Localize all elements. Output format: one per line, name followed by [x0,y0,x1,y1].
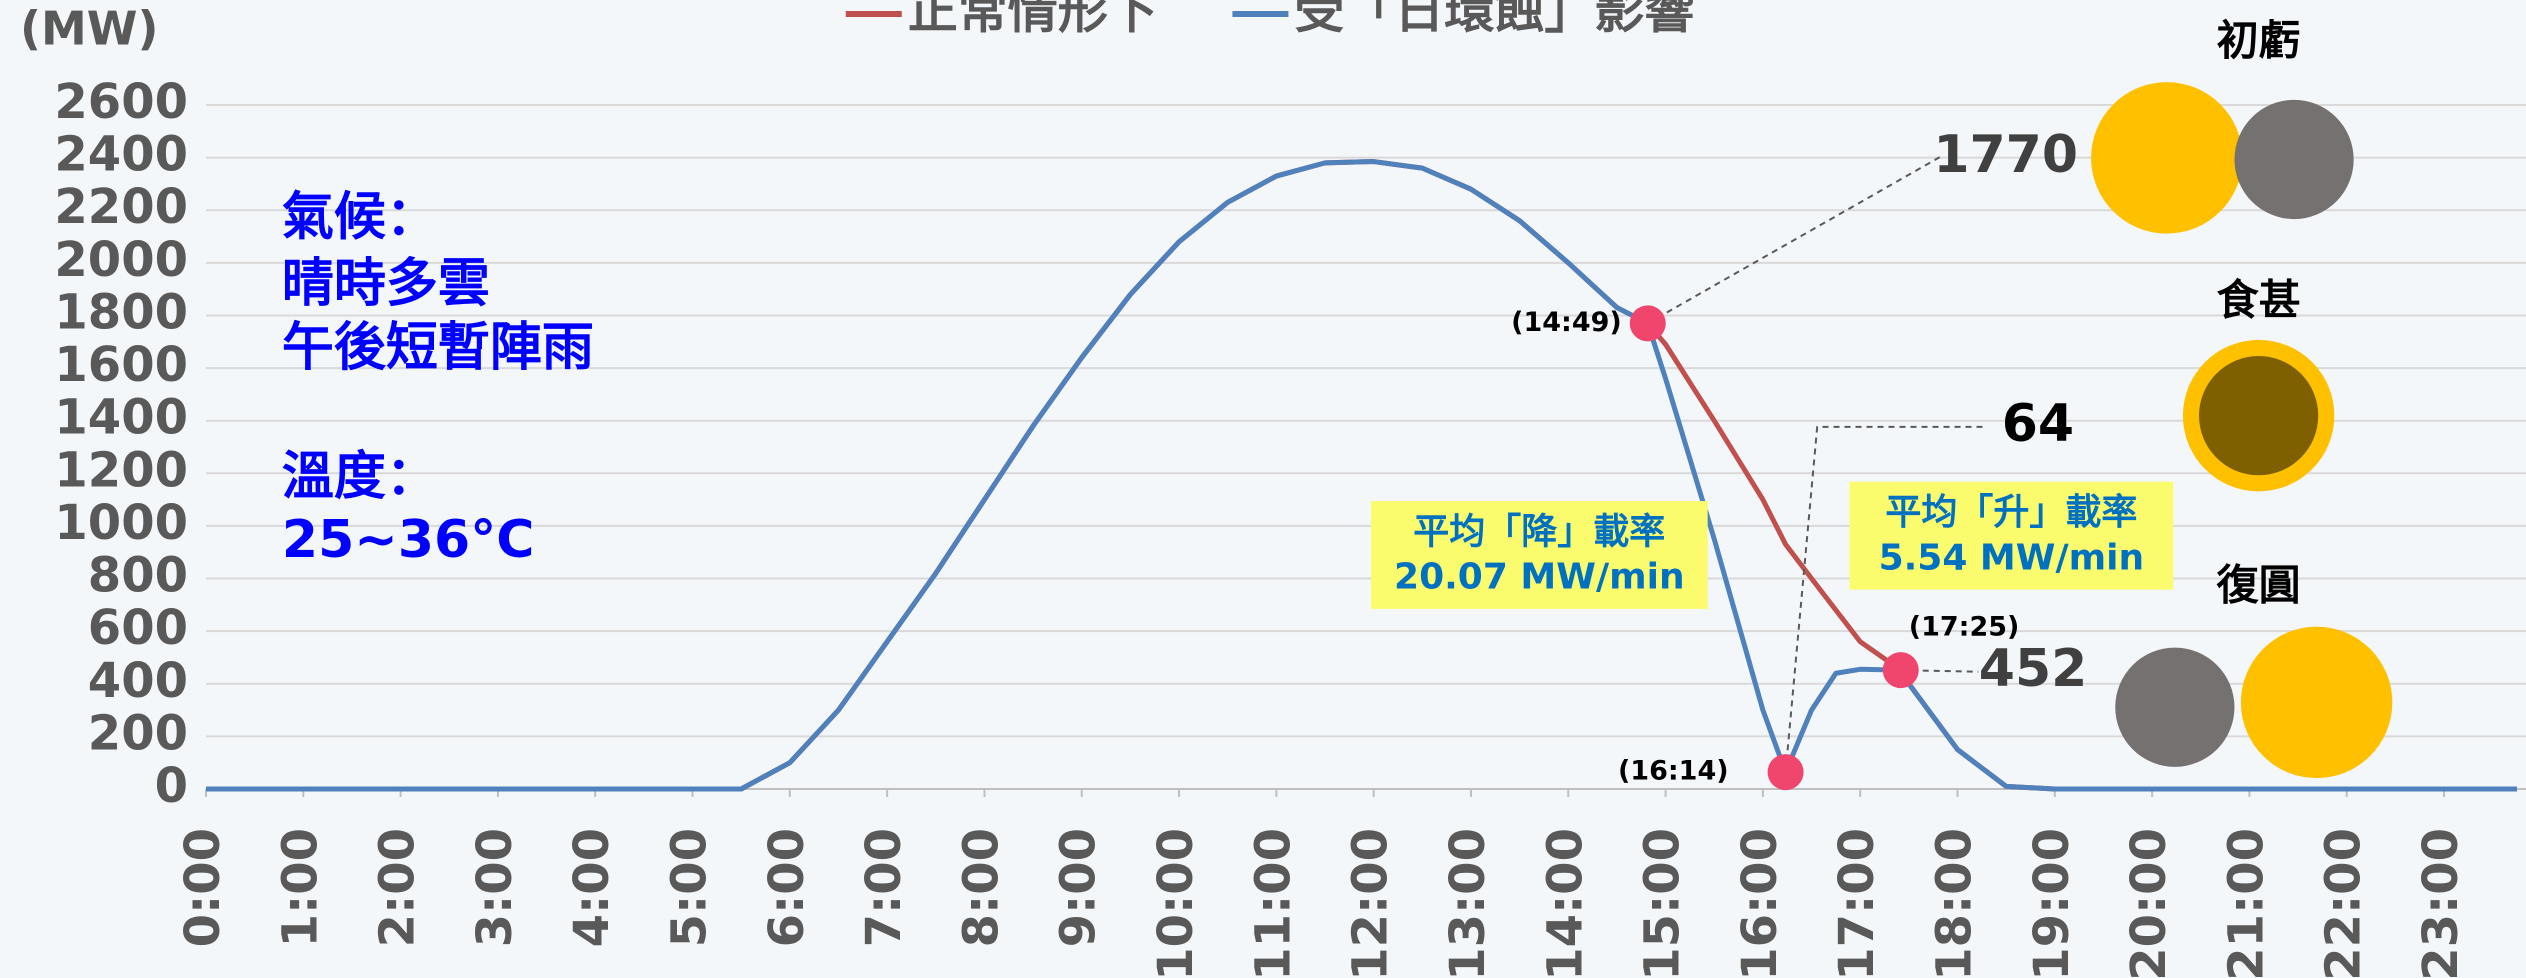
y-tick-label: 200 [88,705,188,761]
y-tick-label: 0 [155,758,188,814]
y-tick-label: 1600 [54,337,188,393]
leader-line [1647,155,1942,325]
y-tick-label: 2600 [54,74,188,130]
event-value: 452 [1979,639,2088,699]
event-point [1882,652,1919,689]
y-tick-label: 2400 [54,127,188,183]
eclipse-icon [2240,626,2393,779]
event-point [1629,305,1666,342]
x-tick-label: 7:00 [856,828,912,947]
eclipse-phase-label: 食甚 [2217,275,2301,324]
weather-note: 午後短暫陣雨 [282,318,594,378]
rate-text: 20.07 MW/min [1394,557,1685,598]
eclipse-icon [2199,356,2319,476]
legend-label: 受「日環蝕」影響 [1294,0,1694,40]
y-tick-label: 800 [88,548,188,604]
weather-note: 25~36°C [282,510,534,570]
event-time: (14:49) [1511,307,1622,338]
rate-text: 平均「升」載率 [1885,492,2137,533]
x-tick-label: 16:00 [1732,828,1788,978]
x-tick-label: 21:00 [2218,828,2274,978]
x-tick-label: 9:00 [1051,828,1107,947]
x-tick-label: 3:00 [467,828,523,947]
x-tick-label: 18:00 [1926,828,1982,978]
event-value: 64 [2002,394,2074,454]
x-tick-label: 1:00 [272,828,328,947]
y-axis-label: (MW) [20,2,159,56]
y-tick-label: 2000 [54,232,188,288]
y-tick-label: 600 [88,600,188,656]
x-tick-label: 20:00 [2121,828,2177,978]
x-tick-label: 4:00 [564,828,620,947]
series-line [206,159,2517,792]
x-tick-label: 23:00 [2413,828,2469,978]
event-point [1767,754,1804,791]
x-tick-label: 22:00 [2316,828,2372,978]
y-tick-label: 1000 [54,495,188,551]
y-tick-label: 2200 [54,179,188,235]
event-value: 1770 [1933,125,2078,185]
y-tick-label: 1200 [54,442,188,498]
x-tick-label: 5:00 [662,828,718,947]
rate-text: 5.54 MW/min [1879,537,2145,578]
x-tick-label: 15:00 [1635,828,1691,978]
event-time: (16:14) [1618,756,1729,787]
y-tick-label: 1400 [54,390,188,446]
weather-note: 氣候： [282,188,438,248]
x-tick-label: 12:00 [1343,828,1399,978]
y-tick-label: 1800 [54,284,188,340]
y-tick-label: 400 [88,653,188,709]
x-tick-label: 17:00 [1829,828,1885,978]
x-tick-label: 8:00 [953,828,1009,947]
rate-box [1370,501,1708,609]
weather-note: 溫度： [282,447,438,507]
x-tick-label: 0:00 [175,828,231,947]
x-tick-label: 10:00 [1148,828,1204,978]
x-tick-label: 11:00 [1245,828,1301,978]
eclipse-icon [2115,647,2235,767]
x-tick-label: 13:00 [1440,828,1496,978]
leader-line [1784,425,1985,773]
eclipse-icon [2234,99,2354,220]
x-tick-label: 14:00 [1537,828,1593,978]
eclipse-phase-label: 復圓 [2216,561,2301,610]
eclipse-icon [2091,82,2243,234]
event-time: (17:25) [1909,612,2020,643]
eclipse-phase-label: 初虧 [2217,16,2301,65]
x-tick-label: 2:00 [370,828,426,947]
x-tick-label: 19:00 [2024,828,2080,978]
x-tick-label: 6:00 [759,828,815,947]
rate-box [1849,481,2174,590]
weather-note: 晴時多雲 [282,254,490,314]
legend-label: 正常情形下 [908,0,1158,40]
rate-text: 平均「降」載率 [1413,511,1665,552]
